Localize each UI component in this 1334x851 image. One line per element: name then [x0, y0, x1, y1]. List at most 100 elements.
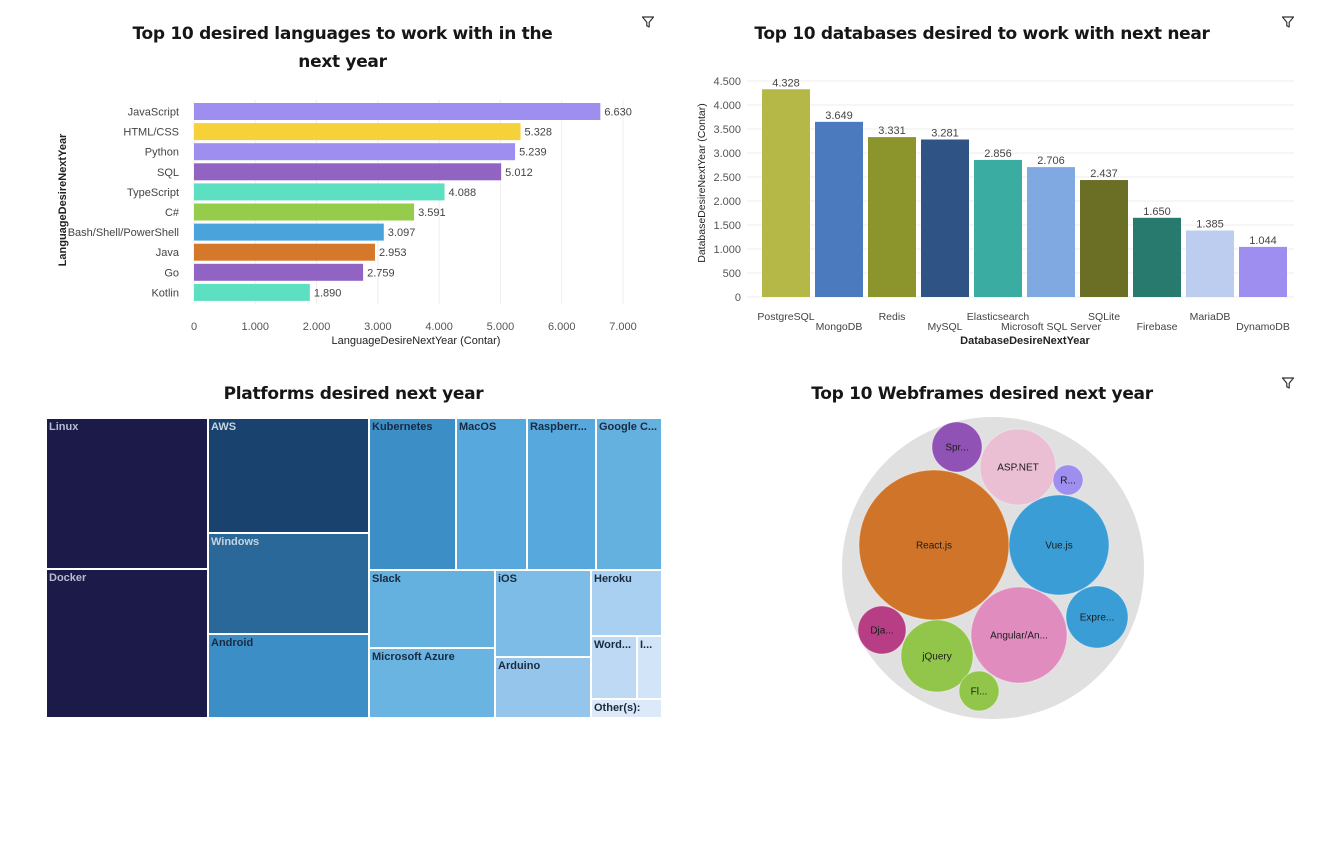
treemap-label: Android: [211, 637, 254, 649]
bar-kotlin[interactable]: [194, 283, 310, 301]
data-label: 1.044: [1249, 235, 1277, 247]
bar-dynamodb[interactable]: [1239, 246, 1287, 297]
bubble-label: Spr...: [945, 443, 968, 454]
bubble-asp-net[interactable]: [979, 428, 1057, 506]
bubble-vue-js[interactable]: [1008, 494, 1110, 596]
category-label: JavaScript: [128, 107, 179, 119]
bar-java[interactable]: [194, 243, 375, 261]
treemap-cell-i[interactable]: I...: [637, 636, 662, 699]
category-label: Elasticsearch: [967, 311, 1030, 323]
languages-bar-chart: 0 1.000 2.000 3.000 4.000 5.000 6.000 7.000 Java…: [57, 100, 637, 347]
treemap-label: MacOS: [459, 421, 497, 433]
treemap-label: Raspberr...: [530, 421, 587, 433]
treemap-cell-heroku[interactable]: Heroku: [591, 570, 662, 636]
treemap-cell-kubernetes[interactable]: Kubernetes: [369, 418, 456, 570]
treemap-cell-linux[interactable]: Linux: [46, 418, 208, 569]
bar-python[interactable]: [194, 143, 516, 161]
treemap-label: Word...: [594, 639, 632, 651]
treemap-cell-slack[interactable]: Slack: [369, 570, 495, 648]
bar-firebase[interactable]: [1133, 217, 1181, 297]
bubble-label: Vue.js: [1045, 541, 1072, 552]
data-label: 1.890: [314, 287, 342, 299]
bubble-fl[interactable]: [958, 670, 1000, 712]
platforms-chart-title: Platforms desired next year: [223, 384, 484, 404]
treemap-cell-word[interactable]: Word...: [591, 636, 637, 699]
data-label: 2.759: [367, 267, 395, 279]
treemap-cell-windows[interactable]: Windows: [208, 533, 369, 634]
treemap-cell-ios[interactable]: iOS: [495, 570, 591, 657]
bar-sqlite[interactable]: [1080, 180, 1128, 297]
bar-elasticsearch[interactable]: [974, 159, 1022, 297]
bubble-label: ASP.NET: [997, 463, 1039, 474]
treemap-label: Microsoft Azure: [372, 651, 455, 663]
category-label: Firebase: [1137, 321, 1178, 333]
bar-microsoft-sql-server[interactable]: [1027, 167, 1075, 297]
data-label: 4.088: [449, 187, 477, 199]
bar-mariadb[interactable]: [1186, 230, 1234, 297]
treemap-cell-microsoft-azure[interactable]: Microsoft Azure: [369, 648, 495, 718]
y-tick-label: 3.500: [713, 124, 741, 136]
treemap-cell-google-c[interactable]: Google C...: [596, 418, 662, 570]
x-tick-label: 4.000: [425, 321, 453, 333]
category-label: Go: [164, 267, 179, 279]
category-label: MariaDB: [1190, 311, 1231, 323]
treemap-label: Google C...: [599, 421, 658, 433]
y-tick-label: 1.500: [713, 220, 741, 232]
bar-typescript[interactable]: [194, 183, 445, 201]
x-tick-label: 2.000: [303, 321, 331, 333]
category-label: TypeScript: [127, 187, 179, 199]
y-tick-label: 0: [735, 292, 741, 304]
bar-html-css[interactable]: [194, 123, 521, 141]
treemap-cell-docker[interactable]: Docker: [46, 569, 208, 718]
treemap-cell-other-s[interactable]: Other(s):: [591, 699, 662, 718]
data-label: 1.650: [1143, 206, 1171, 218]
treemap-cell-aws[interactable]: AWS: [208, 418, 369, 533]
category-label: Bash/Shell/PowerShell: [68, 227, 179, 239]
webframes-bubble-chart: React.js Angular/An... Vue.js ASP.NET Expre.…: [842, 417, 1144, 719]
bar-postgresql[interactable]: [762, 89, 810, 297]
treemap-cell-macos[interactable]: MacOS: [456, 418, 527, 570]
treemap-label: Slack: [372, 573, 401, 585]
data-label: 5.328: [525, 127, 553, 139]
data-label: 1.385: [1196, 219, 1224, 231]
bubble-r[interactable]: [1052, 464, 1084, 496]
treemap-label: Windows: [211, 536, 260, 548]
category-label: Microsoft SQL Server: [1001, 321, 1101, 333]
treemap-label: Heroku: [594, 573, 632, 585]
bar-c[interactable]: [194, 203, 415, 221]
bubble-label: Fl...: [971, 687, 988, 698]
bubble-dja[interactable]: [857, 605, 907, 655]
treemap-label: I...: [640, 639, 653, 651]
filter-icon[interactable]: [1281, 376, 1295, 390]
bar-sql[interactable]: [194, 163, 502, 181]
bubble-jquery[interactable]: [900, 619, 974, 693]
bar-go[interactable]: [194, 263, 364, 281]
bar-mongodb[interactable]: [815, 121, 863, 298]
category-label: MySQL: [927, 321, 962, 333]
bar-mysql[interactable]: [921, 139, 969, 297]
treemap-label: Linux: [49, 421, 79, 433]
x-axis-title: DatabaseDesireNextYear: [960, 335, 1090, 347]
filter-icon[interactable]: [641, 15, 655, 29]
treemap-cell-android[interactable]: Android: [208, 634, 369, 718]
data-label: 4.328: [772, 77, 800, 89]
bubble-expre[interactable]: [1065, 585, 1129, 649]
bubble-angular-an[interactable]: [970, 586, 1068, 684]
x-tick-label: 7.000: [609, 321, 637, 333]
bar-bash-shell-powershell[interactable]: [194, 223, 384, 241]
x-axis-title: LanguageDesireNextYear (Contar): [332, 335, 501, 347]
treemap-label: Docker: [49, 572, 87, 584]
category-label: Redis: [879, 311, 906, 323]
category-label: HTML/CSS: [123, 127, 179, 139]
data-label: 2.856: [984, 148, 1012, 160]
databases-bar-chart: 0 500 1.000 1.500 2.000 2.500 3.000 3.500 4.000 4…: [696, 76, 1294, 347]
category-label: Python: [145, 147, 179, 159]
treemap-cell-arduino[interactable]: Arduino: [495, 657, 591, 718]
bar-redis[interactable]: [868, 137, 916, 297]
treemap-cell-raspberr[interactable]: Raspberr...: [527, 418, 596, 570]
bubble-spr[interactable]: [931, 421, 983, 473]
bar-javascript[interactable]: [194, 103, 601, 120]
category-label: MongoDB: [816, 321, 863, 333]
filter-icon[interactable]: [1281, 15, 1295, 29]
y-tick-label: 500: [723, 268, 741, 280]
